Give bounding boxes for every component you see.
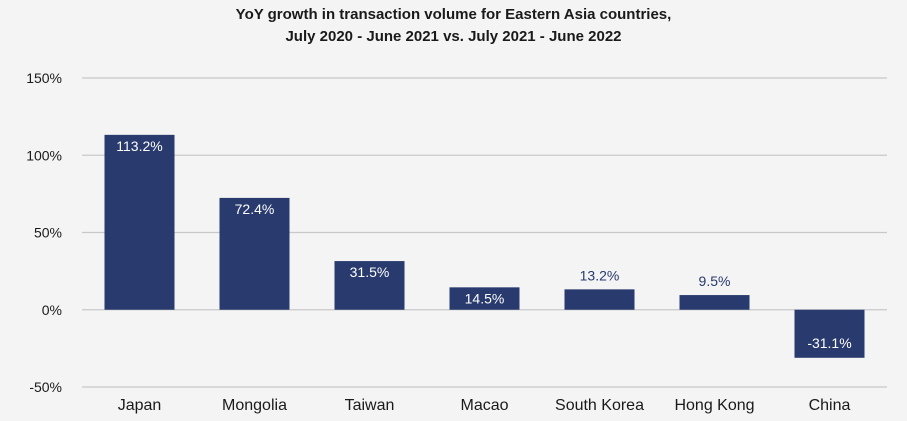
data-label: -31.1% <box>807 335 851 351</box>
bar <box>334 261 405 310</box>
y-tick-label: -50% <box>29 379 62 395</box>
data-label: 14.5% <box>465 290 505 306</box>
chart-title: YoY growth in transaction volume for Eas… <box>0 4 907 48</box>
x-tick-label: Taiwan <box>345 397 395 414</box>
bar <box>219 197 290 310</box>
y-tick-label: 150% <box>26 70 62 86</box>
x-tick-label: South Korea <box>555 397 644 414</box>
bar <box>794 309 865 358</box>
bar <box>449 287 520 310</box>
data-label: 13.2% <box>580 267 620 283</box>
bar <box>104 134 175 310</box>
data-label: 9.5% <box>699 273 731 289</box>
data-label: 72.4% <box>235 201 275 217</box>
y-tick-label: 0% <box>42 302 62 318</box>
data-label: 31.5% <box>350 264 390 280</box>
y-tick-label: 50% <box>34 225 62 241</box>
x-tick-label: China <box>809 397 851 414</box>
chart-title-line-1: YoY growth in transaction volume for Eas… <box>235 6 672 23</box>
x-tick-label: Macao <box>460 397 508 414</box>
bar <box>564 289 635 310</box>
x-tick-label: Japan <box>118 397 162 414</box>
bar <box>679 295 750 310</box>
y-tick-label: 100% <box>26 147 62 163</box>
chart-title-line-2: July 2020 - June 2021 vs. July 2021 - Ju… <box>285 28 622 45</box>
x-tick-label: Hong Kong <box>674 397 754 414</box>
x-tick-label: Mongolia <box>222 397 287 414</box>
data-label: 113.2% <box>116 138 162 154</box>
